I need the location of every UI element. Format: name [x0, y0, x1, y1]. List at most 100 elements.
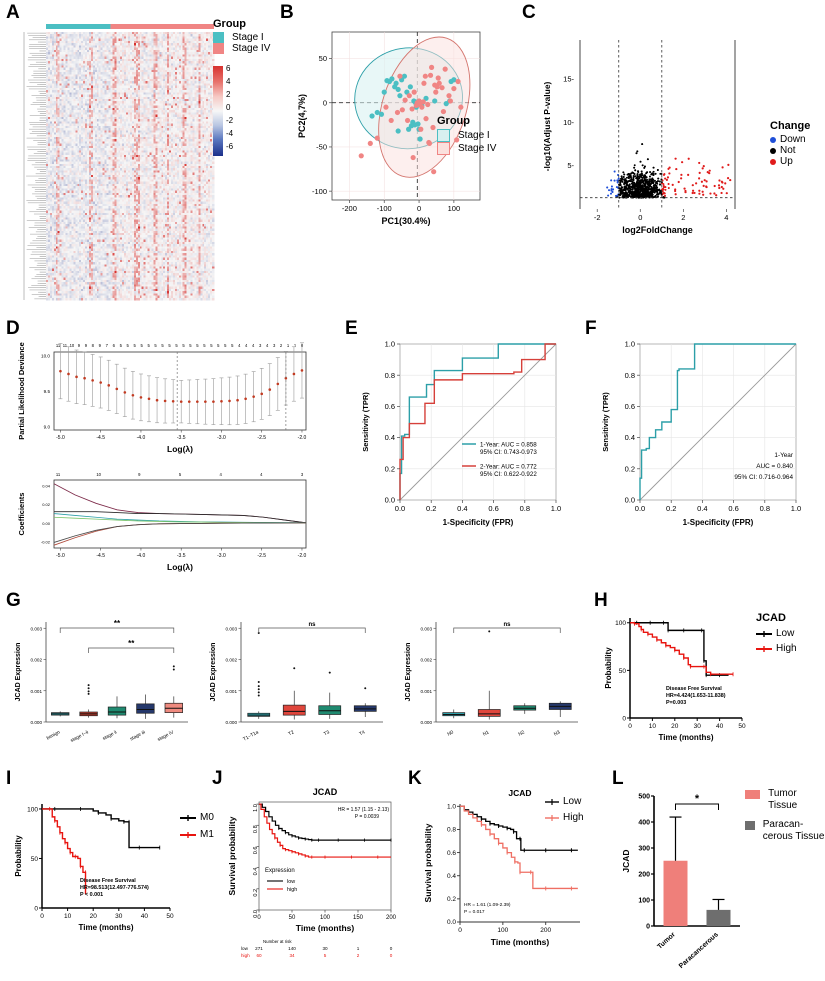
change-legend-down: Down — [770, 134, 810, 145]
pca-stage1-label: Stage I — [458, 130, 490, 141]
k-legend-low: Low — [545, 796, 584, 807]
l-legend-tumor: Tumor Tissue — [745, 788, 825, 811]
panel-k-legend: Low High — [545, 796, 584, 823]
pca-stage4-label: Stage IV — [458, 143, 497, 154]
cb-tick-6: -6 — [226, 142, 234, 151]
panel-d-lasso-deviance: 111110998976555555555555555554443432110-… — [14, 330, 324, 458]
change-legend-up: Up — [770, 156, 810, 167]
heatmap-colorbar: 6 4 2 0 -2 -4 -6 — [213, 64, 283, 162]
change-not-label: Not — [780, 145, 796, 156]
panel-a-heatmap — [8, 18, 268, 313]
change-legend-not: Not — [770, 145, 810, 156]
change-legend-title: Change — [770, 120, 811, 132]
panel-c-volcano: -2 0 2 4 5- 10- 15- log2FoldChange -log10(Adjust… — [534, 18, 764, 253]
h-legend-low: Low — [756, 628, 797, 639]
panel-l-bar: 0 100 200 300 400 500 Tumor Paracancerous JCAD * — [620, 780, 750, 970]
roc-e-svg: 0.0 0.2 0.4 0.6 0.8 1.00.00.20.40.60.81.01-Sp… — [361, 340, 561, 527]
paracancerous-swatch — [745, 821, 755, 830]
cb-tick-3: 0 — [226, 103, 231, 112]
panel-f-roc: 0.0 0.2 0.4 0.6 0.8 1.0 0.0 0.2 0.4 0.6 0.8 1.0 1-Sp… — [596, 330, 818, 575]
l-tumor-label: Tumor Tissue — [768, 788, 798, 811]
colorbar-ticks: 6 4 2 0 -2 -4 -6 — [226, 62, 233, 153]
h-high-label: High — [776, 643, 797, 654]
panel-label-j: J — [212, 768, 223, 789]
deviance-svg: 111110998976555555555555555554443432110-… — [17, 342, 306, 454]
tumor-swatch — [745, 790, 761, 799]
stage4-swatch — [213, 43, 224, 54]
h-low-label: Low — [776, 628, 795, 639]
stage4-label: Stage IV — [232, 43, 271, 54]
panel-label-d: D — [6, 318, 20, 339]
l-legend-para: Paracan-cerous Tissue — [745, 819, 825, 842]
h-legend-high: High — [756, 643, 797, 654]
panel-label-g: G — [6, 590, 21, 611]
i-legend-m1: M1 — [180, 829, 214, 840]
jcad-legend-title-h: JCAD — [756, 612, 786, 624]
volcano-svg: -2 0 2 45-10-15-log2FoldChange-log10(Adjust… — [542, 40, 736, 235]
roc-f-svg: 0.0 0.2 0.4 0.6 0.8 1.00.00.20.40.60.81.01-Sp… — [601, 340, 801, 527]
up-dot-icon — [770, 158, 776, 165]
panel-label-c: C — [522, 2, 536, 23]
panel-label-e: E — [345, 318, 358, 339]
panel-a-legend: Group Stage I Stage IV 6 4 2 0 -2 -4 -6 — [213, 18, 283, 162]
panel-k-survival: JCAD 0 100 200 0.0 0.2 0.4 0.6 0.8 1.0 Time (month… — [420, 782, 605, 967]
pca-svg: -200 -100 0 100-100-50050PC1(30.4%)PC2(4,7%… — [297, 31, 481, 226]
k-legend-high: High — [545, 812, 584, 823]
stage1-swatch — [213, 32, 224, 43]
change-down-label: Down — [780, 134, 806, 145]
panel-label-b: B — [280, 2, 294, 23]
i-m0-label: M0 — [200, 812, 214, 823]
pca-stage4-swatch — [437, 142, 450, 155]
panel-c-legend: Change Down Not Up — [770, 120, 810, 167]
cb-tick-0: 6 — [226, 64, 231, 73]
panel-g-box-stage: 0.000 0.001 0.002 0.003 benign stage I~ii stag… — [10, 608, 200, 758]
panel-g-box-t: 0.000 0.001 0.002 0.003 T1~T1a T2 T3 T4 JCAD Exp… — [205, 608, 395, 758]
panel-b-legend: Group Stage I Stage IV — [437, 115, 496, 155]
panel-label-f: F — [585, 318, 597, 339]
k-low-line-icon — [545, 798, 559, 805]
legend-item-stage1: Stage I — [213, 32, 283, 43]
change-up-label: Up — [780, 156, 793, 167]
m0-line-icon — [180, 814, 196, 821]
k-high-line-icon — [545, 814, 559, 821]
m1-line-icon — [180, 831, 196, 838]
down-dot-icon — [770, 136, 776, 143]
legend-item-stage4: Stage IV — [213, 43, 283, 54]
coefficients-svg: 11 10 9 5 4 4 3-5.0 -4.5 -4.0 -3.5 -3.0 -2.5 -2.0-0.… — [17, 472, 306, 572]
i-m1-label: M1 — [200, 829, 214, 840]
colorbar-gradient — [213, 66, 223, 156]
panel-j-survival: JCAD 0 50 100 150 200 0.0 0.2 0.4 0.6 0.8 1.0 Time (… — [225, 782, 405, 977]
panel-h-legend: JCAD Low High — [756, 612, 797, 654]
panel-l-legend: Tumor Tissue Paracan-cerous Tissue — [745, 788, 825, 842]
cb-tick-4: -2 — [226, 116, 234, 125]
group-legend-title: Group — [213, 18, 246, 30]
panel-d-lasso-coef: 11 10 9 5 4 4 3 -5.0 -4.5 -4.0 -3.5 -3.0 -2.5 -2.0 -0.… — [14, 462, 324, 580]
panel-e-roc: 0.0 0.2 0.4 0.6 0.8 1.0 0.0 0.2 0.4 0.6 0.8 1.0 1-Sp… — [356, 330, 578, 575]
stage1-label: Stage I — [232, 32, 264, 43]
l-para-label: Paracan-cerous Tissue — [762, 819, 825, 842]
i-legend-m0: M0 — [180, 812, 214, 823]
panel-label-a: A — [6, 2, 20, 23]
panel-h-survival: 0 10 20 30 40 50 0 50 100 Time (months) Probabilit… — [600, 608, 760, 758]
pca-legend-title: Group — [437, 115, 470, 127]
k-low-label: Low — [563, 796, 582, 807]
panel-b-pca: -200 -100 0 100 -100 -50 0 50 PC1(30.4%) PC2(4,7%… — [292, 18, 497, 253]
panel-label-i: I — [6, 768, 12, 789]
k-high-label: High — [563, 812, 584, 823]
panel-label-k: K — [408, 768, 422, 789]
high-line-icon — [756, 645, 772, 652]
cb-tick-5: -4 — [226, 129, 234, 138]
low-line-icon — [756, 630, 772, 637]
pca-stage1-swatch — [437, 129, 450, 142]
panel-g-box-n: 0.000 0.001 0.002 0.003 N0 N1 N2 N3 JCAD Express… — [400, 608, 590, 758]
heatmap-svg — [23, 24, 215, 301]
panel-label-l: L — [612, 768, 624, 789]
pca-legend-stage4: Stage IV — [437, 142, 496, 155]
